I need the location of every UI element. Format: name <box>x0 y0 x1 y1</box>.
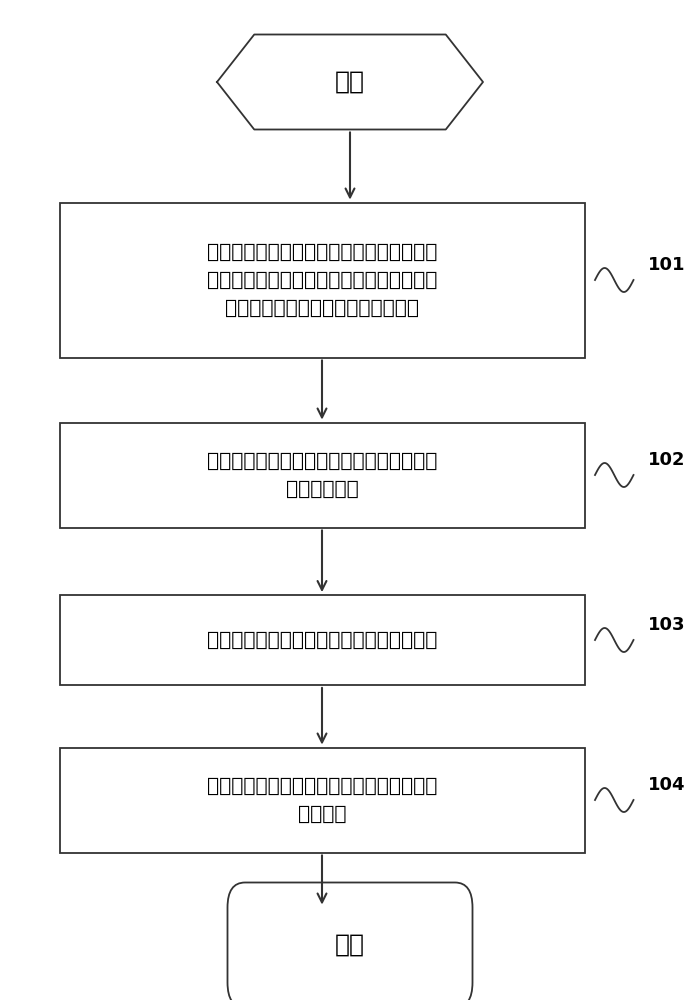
Text: 根据电量计所采集的电流值，计算电池电路
的关机电流值: 根据电量计所采集的电流值，计算电池电路 的关机电流值 <box>206 452 438 498</box>
Text: 101: 101 <box>648 256 685 274</box>
Text: 104: 104 <box>648 776 685 794</box>
FancyBboxPatch shape <box>60 422 584 527</box>
Text: 结束: 结束 <box>335 933 365 957</box>
Text: 判断关机电流值是否大于预设的漏电流阈值: 判断关机电流值是否大于预设的漏电流阈值 <box>206 631 438 650</box>
FancyBboxPatch shape <box>60 595 584 685</box>
Polygon shape <box>217 34 483 129</box>
FancyBboxPatch shape <box>228 882 472 1000</box>
Text: 102: 102 <box>648 451 685 469</box>
Text: 接收到关机操作指令时，向移动终端的电量
计发送第一控制指令，使电量计采集移动终
端的电池电路在关机状态下的电流值: 接收到关机操作指令时，向移动终端的电量 计发送第一控制指令，使电量计采集移动终 … <box>206 242 438 318</box>
Text: 开始: 开始 <box>335 70 365 94</box>
Text: 103: 103 <box>648 616 685 634</box>
Text: 当关机电流值大于预设的漏电流阈值，发出
提醒消息: 当关机电流值大于预设的漏电流阈值，发出 提醒消息 <box>206 776 438 824</box>
FancyBboxPatch shape <box>60 748 584 852</box>
FancyBboxPatch shape <box>60 202 584 358</box>
